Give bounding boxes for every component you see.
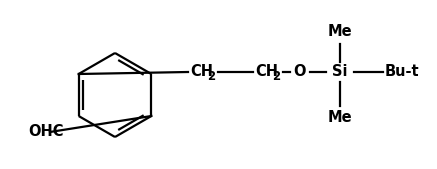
Text: 2: 2 [272, 69, 280, 82]
Text: O: O [294, 65, 306, 79]
Text: Me: Me [328, 111, 352, 126]
Text: 2: 2 [207, 69, 215, 82]
Text: Si: Si [332, 65, 348, 79]
Text: Bu-t: Bu-t [385, 65, 420, 79]
Text: OHC: OHC [28, 125, 63, 139]
Text: CH: CH [255, 65, 278, 79]
Text: Me: Me [328, 25, 352, 40]
Text: CH: CH [190, 65, 213, 79]
